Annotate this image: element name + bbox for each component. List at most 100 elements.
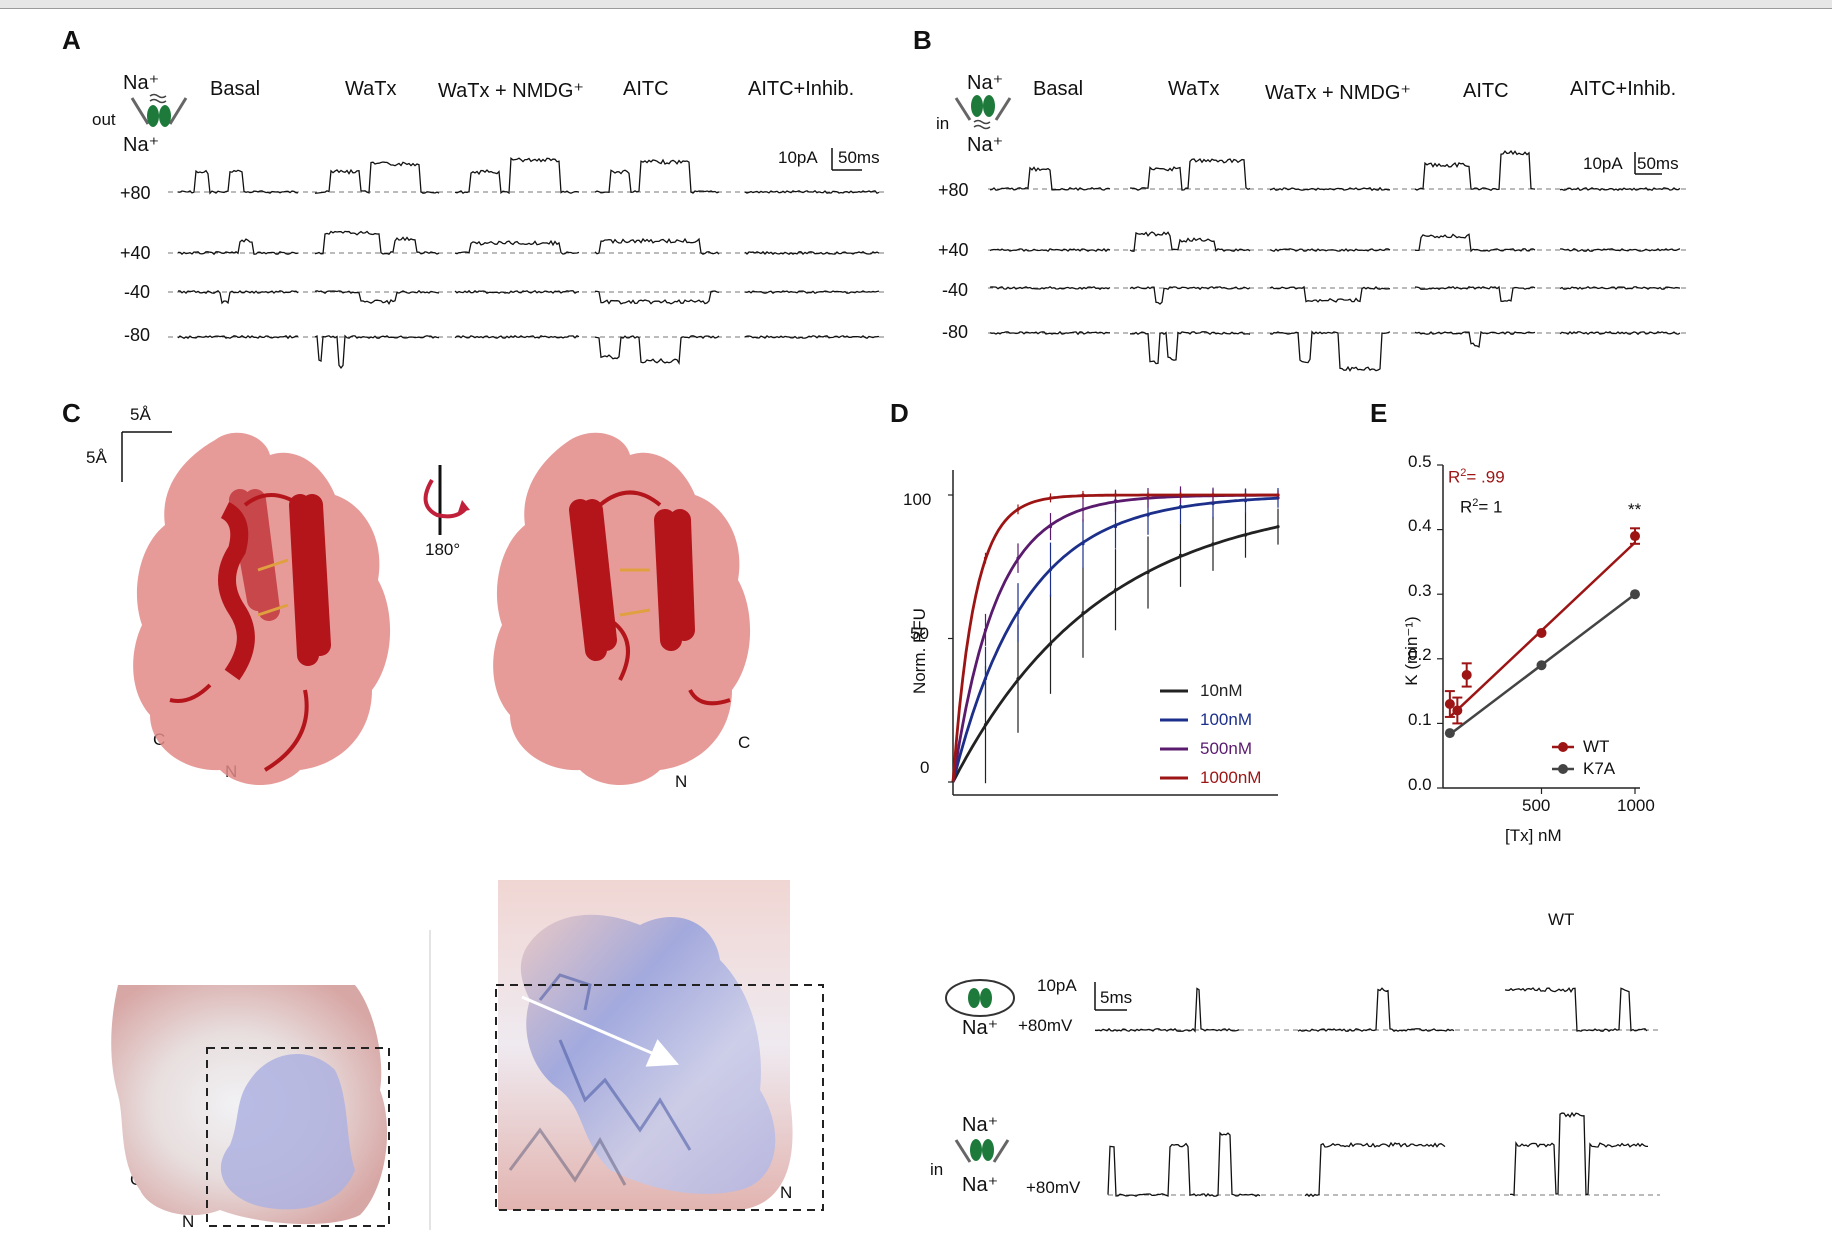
panel-b-voltage-neg80: -80: [942, 322, 969, 342]
panel-e-xlabel: [Tx] nM: [1505, 826, 1562, 845]
panel-b-trace-r0-c1: [1129, 158, 1251, 191]
legend-marker-wt: [1558, 742, 1568, 752]
panel-c-scale-x: 5Å: [130, 405, 151, 424]
panel-b-traces: [988, 149, 1688, 372]
panel-a-trace-r2-c4: [744, 290, 880, 295]
panel-e-legend: [1552, 742, 1574, 774]
panel-a-traces: [168, 157, 888, 369]
panel-d-point-100nM-5: [1113, 524, 1118, 529]
panel-b-channel-icon: [954, 95, 1012, 130]
panel-a-trace-r2-c1: [314, 289, 440, 305]
panel-c-electro-terminus-n: N: [182, 1212, 195, 1231]
panel-b-trace-r1-c2: [1269, 248, 1391, 252]
panel-e-ytick-0-4: 0.4: [1408, 516, 1432, 535]
panel-d-point-10nM-8: [1211, 542, 1215, 546]
panel-d-point-500nM-2: [1016, 556, 1020, 560]
panel-a-trace-r2-c2: [454, 289, 580, 295]
panel-b-scale-bar: [1634, 152, 1662, 175]
panel-d-point-500nM-1: [983, 628, 988, 632]
panel-a-voltage-neg40: -40: [124, 282, 151, 302]
panel-d-point-1000nM-9: [1243, 493, 1248, 497]
panel-c-electrostatic-surface: [111, 985, 390, 1227]
panel-b-trace-r1-c3: [1414, 233, 1536, 253]
panel-e-chart: [1437, 464, 1640, 794]
panel-b-trace-r3-c3: [1414, 330, 1536, 348]
panel-f-trace-top-2: [1297, 987, 1455, 1032]
panel-e-ytick-0-0: 0.0: [1408, 775, 1432, 794]
panel-d-point-10nM-4: [1081, 611, 1085, 615]
panel-b-trace-r0-c0: [989, 166, 1111, 192]
panel-b-voltage-neg40: -40: [942, 280, 969, 300]
panel-a-trace-r1-c4: [744, 250, 880, 256]
panel-d-ytick-0: 0: [920, 758, 930, 777]
panel-f-trace-top-1: [1094, 987, 1240, 1033]
panel-b-trace-r1-c0: [989, 247, 1111, 253]
panel-e-r2-k7a-sup: 2: [1472, 497, 1479, 509]
panel-d-point-100nM-2: [1016, 611, 1020, 615]
panel-d-point-1000nM-7: [1178, 493, 1183, 497]
panel-c-terminus-c-right: C: [738, 733, 751, 752]
panel-d-point-10nM-9: [1243, 533, 1248, 537]
panel-e-point-K7A-0: [1444, 728, 1455, 739]
panel-f-scale-time: 5ms: [1100, 988, 1133, 1007]
panel-f-channel-icon: [954, 1139, 1010, 1163]
panel-b-trace-r1-c1: [1129, 231, 1251, 252]
panel-b-voltage-80: +80: [938, 180, 969, 200]
panel-c-structure-right: [493, 432, 751, 785]
panel-d-point-100nM-4: [1081, 542, 1085, 546]
panel-a-trace-r3-c4: [744, 335, 880, 339]
panel-b-trace-r0-c3: [1414, 149, 1536, 191]
panel-b-trace-r2-c2: [1269, 285, 1391, 303]
panel-d-ytick-100: 100: [903, 490, 932, 509]
panel-e-ytick-0-2: 0.2: [1408, 645, 1432, 664]
panel-e-ytick-0-1: 0.1: [1408, 710, 1432, 729]
panel-a-trace-r3-c1: [314, 334, 440, 369]
panel-e-significance: **: [1628, 500, 1642, 519]
panel-b-ion-bottom: Na⁺: [967, 134, 1004, 156]
panel-b-trace-r3-c4: [1559, 330, 1681, 336]
panel-d-point-100nM-3: [1048, 568, 1053, 572]
panel-f-patch-icon: [945, 979, 1015, 1017]
panel-letter-c: C: [62, 398, 81, 428]
panel-f-voltage-top: +80mV: [1018, 1016, 1073, 1035]
panel-a-trace-r2-c0: [177, 289, 299, 305]
panel-e-point-WT-3: [1536, 627, 1547, 638]
panel-b-trace-r2-c3: [1414, 285, 1536, 302]
panel-d-point-500nM-3: [1048, 524, 1053, 529]
panel-e-legend-wt: WT: [1583, 737, 1610, 756]
panel-d-point-10nM-5: [1113, 588, 1118, 592]
panel-b-scale-time: 50ms: [1637, 154, 1679, 173]
panel-a-trace-r1-c3: [594, 237, 720, 255]
panel-d-ytick-50: 50: [910, 624, 929, 643]
panel-e-r2-k7a-value: = 1: [1478, 497, 1503, 517]
panel-a-voltage-neg80: -80: [124, 325, 151, 345]
panel-a-trace-r2-c3: [594, 290, 720, 305]
panel-a-trace-r0-c1: [314, 161, 440, 194]
panel-d-point-1000nM-2: [1016, 507, 1020, 511]
panel-b-scale-current: 10pA: [1583, 154, 1623, 173]
panel-d-point-10nM-3: [1048, 642, 1053, 646]
panel-f-ion-bottom: Na⁺: [962, 1174, 999, 1196]
panel-a-ion-bottom: Na⁺: [123, 134, 160, 156]
panel-f-side-label: in: [930, 1160, 944, 1179]
panel-f-voltage-bottom: +80mV: [1026, 1178, 1081, 1197]
panel-b-trace-r2-c1: [1129, 286, 1251, 305]
panel-b-voltage-40: +40: [938, 240, 969, 260]
panel-e-r2-wt-prefix: R: [1448, 467, 1461, 487]
panel-b-trace-r0-c4: [1559, 187, 1681, 191]
window-top-bar: [0, 0, 1832, 9]
panel-f-heading: WT: [1548, 910, 1575, 929]
panel-a-side-label: out: [92, 110, 116, 129]
panel-d-point-1000nM-3: [1048, 496, 1053, 500]
panel-d-legend-label-10nm: 10nM: [1200, 681, 1243, 700]
panel-b-condition-watx-nmdg: WaTx + NMDG⁺: [1265, 82, 1411, 104]
panel-d-point-100nM-1: [983, 677, 988, 681]
panel-a-condition-aitc: AITC: [623, 78, 669, 100]
panel-d-chart: [948, 470, 1280, 796]
panel-letter-d: D: [890, 398, 909, 428]
panel-a-condition-watx-nmdg: WaTx + NMDG⁺: [438, 80, 584, 102]
panel-b-trace-r1-c4: [1559, 248, 1681, 252]
panel-d-point-1000nM-4: [1081, 493, 1085, 497]
panel-a-trace-r1-c1: [314, 230, 440, 255]
panel-b-condition-watx: WaTx: [1168, 78, 1220, 100]
